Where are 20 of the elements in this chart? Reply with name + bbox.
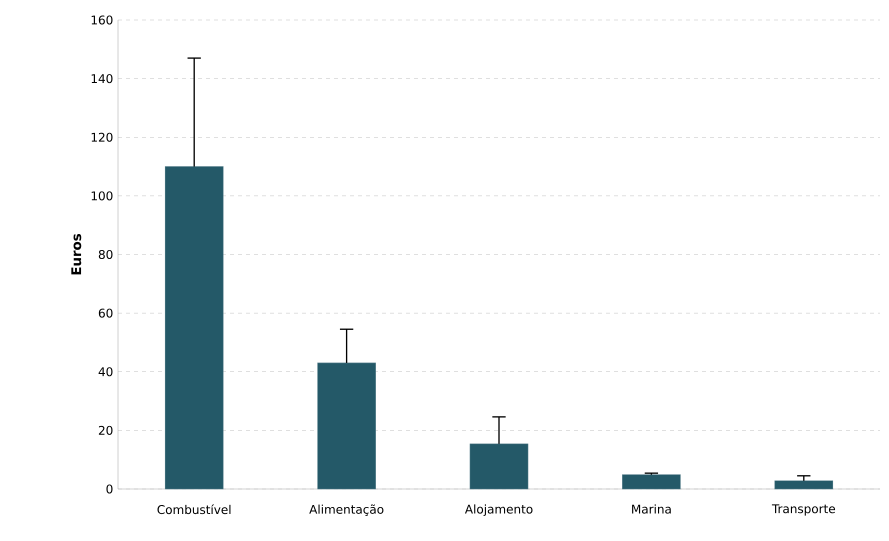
y-tick-label: 60: [98, 308, 112, 318]
y-tick-label: 100: [92, 191, 112, 200]
x-tick-label: Combustível: [158, 504, 230, 514]
y-tick-label: 0: [106, 484, 112, 494]
x-tick-label: Alimentação: [309, 504, 384, 516]
y-tick-label: 40: [98, 367, 112, 376]
bar: [470, 444, 528, 490]
x-tick-label: Marina: [632, 504, 671, 514]
bar: [622, 474, 681, 490]
bar: [774, 480, 834, 490]
bar: [164, 166, 224, 490]
y-tick-label: 160: [92, 15, 112, 25]
bar: [317, 362, 376, 490]
y-tick-label: 20: [98, 426, 112, 435]
y-axis-title: Euros: [71, 234, 82, 274]
y-tick-label: 120: [92, 132, 112, 142]
x-tick-label: Transporte: [772, 504, 836, 516]
x-tick-label: Alojamento: [464, 504, 533, 516]
y-tick-label: 80: [98, 250, 112, 260]
y-tick-label: 140: [92, 74, 112, 84]
